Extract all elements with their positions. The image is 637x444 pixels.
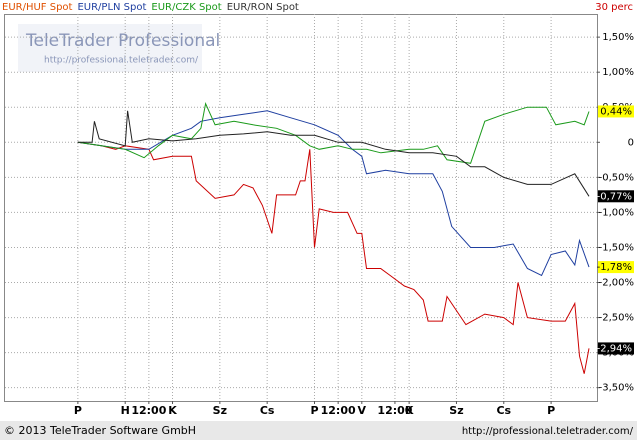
y-tick-label: 0 [628,137,634,148]
x-tick-label: P [74,404,82,417]
last-value-box [598,261,634,274]
series-line [77,102,590,164]
legend-entry: EUR/PLN Spot [77,2,146,13]
watermark-box [18,24,202,72]
legend-entry: EUR/RON Spot [227,2,299,13]
watermark-url: http://professional.teletrader.com/ [44,56,199,66]
x-tick-label: V [358,404,367,417]
period: 30 perc [595,2,633,13]
series-line [77,110,590,197]
last-value-box [598,190,634,203]
last-value-box [598,105,634,118]
x-tick-label: Sz [449,404,463,417]
y-tick-label: -0,50% [599,172,634,183]
last-value-label: 0,44% [600,106,632,117]
footer-right: http://professional.teletrader.com/ [462,426,634,437]
x-tick-label: Sz [213,404,227,417]
y-tick-label: -2,00% [599,278,634,289]
series-line [77,110,590,277]
y-tick-label: 1,00% [602,67,634,78]
last-value-label: -2,94% [597,343,632,354]
x-tick-label: P [547,404,555,417]
legend-entry: EUR/HUF Spot [2,2,73,13]
x-tick-label: 12:00 [321,404,356,417]
series-line [77,141,590,374]
x-tick-label: K [168,404,177,417]
x-tick-label: 12:00 [131,404,166,417]
x-tick-label: 12:00 [377,404,412,417]
y-tick-label: 1,50% [602,32,634,43]
y-tick-label: -1,00% [599,207,634,218]
last-value-box [598,342,634,355]
x-tick-label: Cs [260,404,275,417]
plot-frame [4,14,598,402]
x-tick-label: Cs [496,404,511,417]
legend-entry: EUR/CZK Spot [151,2,221,13]
x-tick-label: K [405,404,414,417]
footer-left: © 2013 TeleTrader Software GmbH [4,424,196,437]
x-tick-label: P [310,404,318,417]
y-tick-label: -2,50% [599,313,634,324]
last-value-label: -0,77% [597,191,632,202]
watermark-title: TeleTrader Professional [25,31,220,51]
x-tick-label: H [121,404,130,417]
y-tick-label: -1,50% [599,242,634,253]
y-tick-label: -3,50% [599,383,634,394]
last-value-label: -1,78% [597,262,632,273]
footer-bar [0,421,637,440]
